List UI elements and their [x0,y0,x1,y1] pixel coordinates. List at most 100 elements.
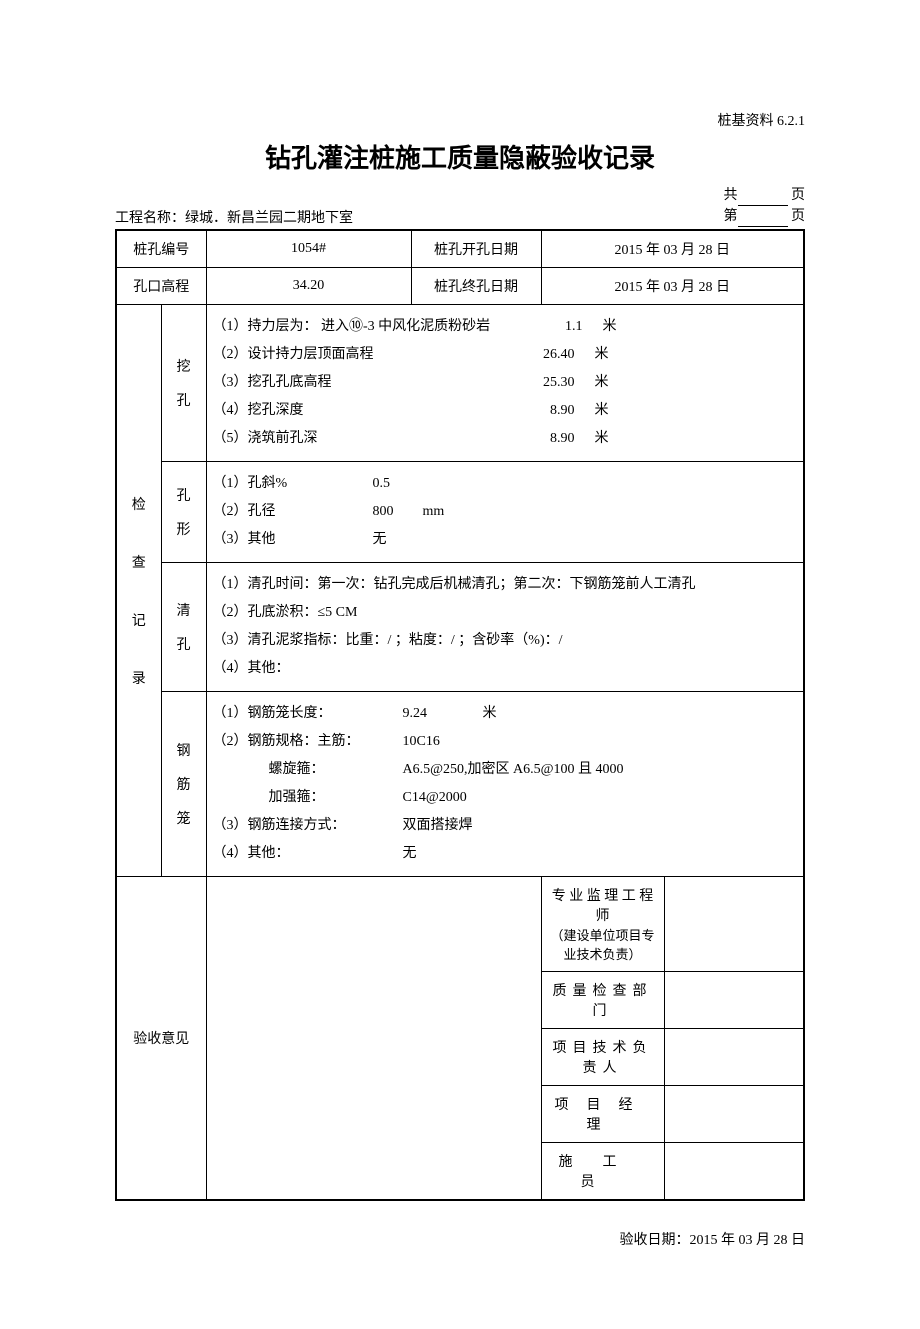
s3-l4: （4）其他： [213,655,798,683]
s3-l1: （1）清孔时间：第一次：钻孔完成后机械清孔；第二次：下钢筋笼前人工清孔 [213,571,798,599]
s2-l3: （3）其他 [213,526,373,554]
elevation-label: 孔口高程 [116,268,206,305]
s3-l2: （2）孔底淤积：≤5 CM [213,599,798,627]
s1-v1: 1.1 [543,313,603,341]
signature-row-1: 验收意见 专 业 监 理 工 程 师 （建设单位项目专业技术负责） [116,877,804,972]
open-date-label: 桩孔开孔日期 [411,230,541,268]
pile-id-value: 1054# [206,230,411,268]
sect4-h1: 钢 [168,740,200,760]
end-date-label: 桩孔终孔日期 [411,268,541,305]
page-total-blank [738,192,788,206]
s1-l3: （3）挖孔孔底高程 [213,369,443,397]
vl-1: 检 [123,494,155,514]
s4-l1: （1）钢筋笼长度： [213,700,403,728]
sect3-label: 清 孔 [161,563,206,692]
s4-v5: 双面搭接焊 [403,812,473,840]
main-table: 桩孔编号 1054# 桩孔开孔日期 2015 年 03 月 28 日 孔口高程 … [115,229,805,1201]
page-indicator: 共 页 第 页 [724,185,806,227]
sect4-h3: 笼 [168,808,200,828]
sig-5: 施工员 [541,1143,664,1201]
sect1-content: （1）持力层为： 进入⑩-3 中风化泥质粉砂岩1.1米 （2）设计持力层顶面高程… [206,305,804,462]
sig-1b: （建设单位项目专业技术负责） [548,925,658,963]
s2-v1: 0.5 [373,470,391,498]
page-curr-suffix: 页 [788,209,806,224]
sig-1a: 专 业 监 理 工 程 师 [548,885,658,925]
elevation-value: 34.20 [206,268,411,305]
sect4-label: 钢 筋 笼 [161,692,206,877]
s2-u2: mm [423,498,445,526]
s2-l2: （2）孔径 [213,498,373,526]
sect3-h2: 孔 [168,634,200,654]
sig-4-blank [664,1086,804,1143]
section-4-row: 钢 筋 笼 （1）钢筋笼长度：9.24米 （2）钢筋规格：主筋：10C16 螺旋… [116,692,804,877]
s1-v3: 25.30 [443,369,583,397]
sect2-content: （1）孔斜%0.5 （2）孔径800mm （3）其他无 [206,462,804,563]
s1-u4: 米 [583,397,609,425]
s1-u3: 米 [583,369,609,397]
sect2-label: 孔 形 [161,462,206,563]
sig-2: 质量检查部门 [541,972,664,1029]
footer-date-value: 2015 年 03 月 28 日 [690,1233,806,1248]
accept-label: 验收意见 [116,877,206,1201]
s4-l4: 加强箍： [213,784,333,812]
sig-2-blank [664,972,804,1029]
sect2-h1: 孔 [168,485,200,505]
s1-v5: 8.90 [443,425,583,453]
end-date-value: 2015 年 03 月 28 日 [541,268,804,305]
s1-u5: 米 [583,425,609,453]
s4-v4: C14@2000 [403,784,467,812]
vl-3: 记 [123,610,155,630]
inspect-vertical-label: 检 查 记 录 [116,305,161,877]
page-total-prefix: 共 [724,188,738,203]
footer-date: 验收日期：2015 年 03 月 28 日 [115,1229,805,1249]
s1-l1: （1）持力层为： 进入⑩-3 中风化泥质粉砂岩 [213,313,543,341]
sect1-label: 挖 孔 [161,305,206,462]
section-2-row: 孔 形 （1）孔斜%0.5 （2）孔径800mm （3）其他无 [116,462,804,563]
s1-u1: 米 [603,313,617,341]
s4-l3: 螺旋箍： [213,756,333,784]
vl-2: 查 [123,552,155,572]
s4-l5: （3）钢筋连接方式： [213,812,403,840]
s4-v6: 无 [403,840,417,868]
sect1-h2: 孔 [168,390,200,410]
sect3-content: （1）清孔时间：第一次：钻孔完成后机械清孔；第二次：下钢筋笼前人工清孔 （2）孔… [206,563,804,692]
sig-1: 专 业 监 理 工 程 师 （建设单位项目专业技术负责） [541,877,664,972]
s4-l2: （2）钢筋规格：主筋： [213,728,403,756]
section-3-row: 清 孔 （1）清孔时间：第一次：钻孔完成后机械清孔；第二次：下钢筋笼前人工清孔 … [116,563,804,692]
open-date-value: 2015 年 03 月 28 日 [541,230,804,268]
s1-v2: 26.40 [443,341,583,369]
vl-4: 录 [123,668,155,688]
project-name: 绿城．新昌兰园二期地下室 [185,211,353,226]
sig-3: 项目技术负责人 [541,1029,664,1086]
section-1-row: 检 查 记 录 挖 孔 （1）持力层为： 进入⑩-3 中风化泥质粉砂岩1.1米 … [116,305,804,462]
s2-v2: 800 [373,498,423,526]
project-label: 工程名称： [115,211,185,226]
s2-l1: （1）孔斜% [213,470,373,498]
sect2-h2: 形 [168,519,200,539]
page-curr-blank [738,213,788,227]
s1-l5: （5）浇筑前孔深 [213,425,443,453]
sig-3-blank [664,1029,804,1086]
sect3-h1: 清 [168,600,200,620]
footer-label: 验收日期： [620,1233,690,1248]
page-curr-prefix: 第 [724,209,738,224]
document-code: 桩基资料 6.2.1 [115,110,805,130]
s4-v1: 9.24 [403,700,483,728]
header-row-1: 桩孔编号 1054# 桩孔开孔日期 2015 年 03 月 28 日 [116,230,804,268]
s4-v2: 10C16 [403,728,440,756]
s3-l3: （3）清孔泥浆指标：比重：/ ；粘度：/ ；含砂率（%)：/ [213,627,798,655]
s1-l2: （2）设计持力层顶面高程 [213,341,443,369]
page-total-suffix: 页 [788,188,806,203]
s2-v3: 无 [373,526,387,554]
sig-1-blank [664,877,804,972]
s4-u1: 米 [483,700,497,728]
main-title: 钻孔灌注桩施工质量隐蔽验收记录 [115,138,805,175]
sect4-content: （1）钢筋笼长度：9.24米 （2）钢筋规格：主筋：10C16 螺旋箍： A6.5… [206,692,804,877]
s1-v4: 8.90 [443,397,583,425]
sect4-h2: 筋 [168,774,200,794]
s4-v3: A6.5@250,加密区 A6.5@100 且 4000 [403,756,624,784]
sig-5-blank [664,1143,804,1201]
accept-blank [206,877,541,1201]
s1-l4: （4）挖孔深度 [213,397,443,425]
s1-u2: 米 [583,341,609,369]
